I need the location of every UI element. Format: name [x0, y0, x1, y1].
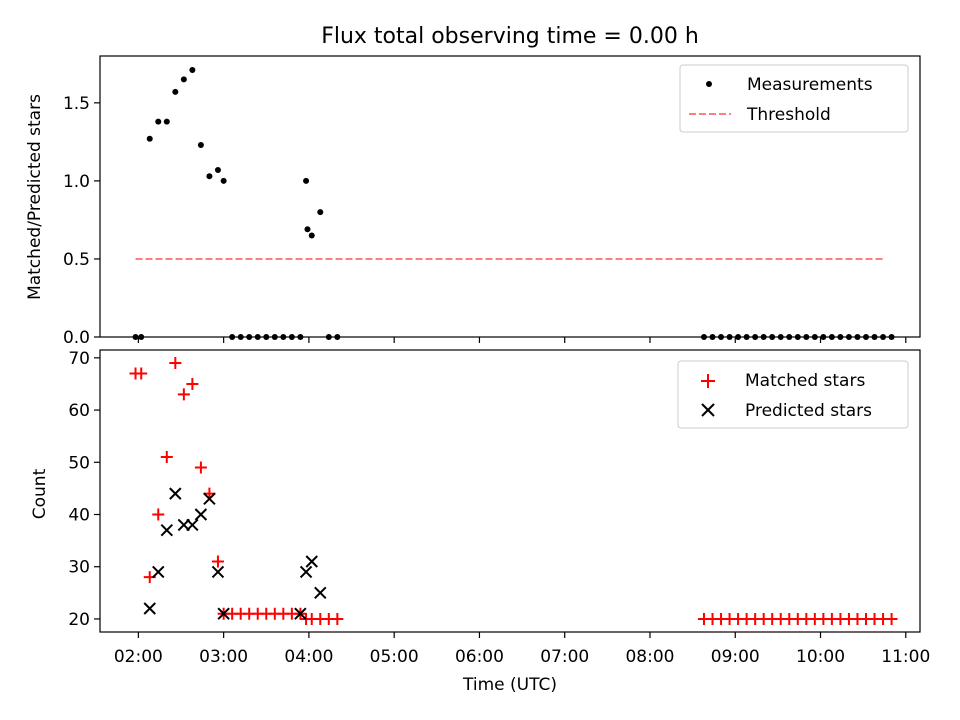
measurement-point: [206, 173, 213, 180]
bottom-x-tick-label: 03:00: [199, 647, 248, 667]
matched-star-point: [211, 555, 224, 568]
matched-star-point: [186, 377, 199, 390]
legend-matched-label: Matched stars: [745, 371, 865, 391]
bottom-x-tick-label: 04:00: [284, 647, 333, 667]
bottom-panel-counts: 20 30 40 50 60 70 02:00 03:00 04:00 05:00 06:00 07:…: [30, 349, 930, 695]
matched-star-point: [177, 388, 190, 401]
bottom-axes-ticks: 20 30 40 50 60 70 02:00 03:00 04:00 05:00 06:00 07:…: [68, 349, 930, 667]
bottom-y-tick-label: 70: [68, 349, 90, 369]
bottom-x-tick-label: 06:00: [455, 647, 504, 667]
bottom-x-tick-label: 07:00: [540, 647, 589, 667]
bottom-y-tick-label: 40: [68, 506, 90, 526]
measurement-point: [172, 88, 179, 95]
bottom-axes-frame: [99, 349, 921, 633]
bottom-y-axis-label: Count: [30, 468, 50, 519]
measurement-point: [308, 232, 315, 239]
predicted-star-point: [160, 523, 174, 537]
measurement-point: [180, 76, 187, 83]
predicted-star-point: [143, 602, 156, 615]
predicted-star-point: [169, 487, 182, 500]
predicted-star-point: [314, 586, 327, 600]
top-axes-frame: [99, 55, 921, 338]
predicted-star-point: [152, 565, 165, 579]
measurement-point: [220, 177, 227, 184]
measurement-point: [189, 67, 196, 74]
measurement-point: [214, 166, 221, 173]
bottom-x-tick-label: 02:00: [114, 647, 163, 667]
bottom-y-tick-label: 30: [68, 558, 90, 578]
matched-star-point: [152, 508, 165, 521]
matched-star-point: [169, 357, 182, 370]
top-y-tick-label: 1.0: [63, 172, 90, 192]
bottom-x-tick-label: 11:00: [881, 647, 930, 667]
top-y-tick-label: 1.5: [63, 94, 90, 114]
matched-star-point: [194, 461, 207, 474]
measurement-point: [303, 177, 310, 184]
x-axis-label: Time (UTC): [462, 675, 557, 695]
legend-matched-marker: [701, 374, 715, 388]
legend-measurements-marker: [706, 81, 712, 87]
measurement-point: [146, 135, 153, 142]
legend-threshold-label: Threshold: [746, 105, 831, 125]
top-y-axis-label: Matched/Predicted stars: [25, 94, 45, 300]
predicted-star-point: [203, 492, 216, 506]
predicted-star-point: [294, 607, 307, 620]
bottom-y-tick-label: 50: [68, 453, 90, 473]
measurement-point: [317, 209, 324, 216]
top-y-tick-label: 0.5: [63, 250, 90, 270]
bottom-x-tick-label: 08:00: [625, 647, 674, 667]
matched-star-point: [135, 367, 148, 380]
measurement-point: [197, 141, 204, 148]
predicted-star-point: [217, 607, 230, 620]
predicted-star-point: [211, 565, 225, 579]
predicted-star-point: [305, 555, 318, 568]
predicted-star-point: [186, 518, 199, 532]
figure-title: Flux total observing time = 0.00 h: [321, 24, 699, 49]
bottom-x-tick-label: 10:00: [796, 647, 845, 667]
predicted-star-point: [194, 508, 208, 521]
legend-predicted-label: Predicted stars: [745, 401, 872, 421]
top-legend: Measurements Threshold: [679, 64, 909, 133]
matched-star-point: [331, 612, 344, 625]
bottom-y-tick-label: 60: [68, 401, 90, 421]
legend-predicted-marker: [701, 403, 715, 417]
top-axes-ticks: 0.0 0.5 1.0 1.5: [63, 94, 907, 348]
top-panel-ratio: 0.0 0.5 1.0 1.5 Matched/Predicted stars Mea…: [25, 55, 921, 348]
bottom-y-tick-label: 20: [68, 610, 90, 630]
bottom-plot-marks: [129, 357, 898, 625]
legend-measurements-label: Measurements: [747, 75, 873, 95]
top-plot-marks: [132, 67, 895, 340]
bottom-legend: Matched stars Predicted stars: [677, 360, 909, 429]
bottom-x-tick-label: 09:00: [711, 647, 760, 667]
measurement-point: [304, 226, 311, 233]
top-legend-box: [679, 64, 909, 133]
bottom-legend-box: [677, 360, 909, 429]
matched-star-point: [885, 612, 898, 625]
bottom-x-tick-label: 05:00: [370, 647, 419, 667]
top-y-tick-label: 0.0: [63, 328, 90, 348]
matched-star-point: [160, 451, 173, 464]
predicted-star-point: [299, 565, 313, 579]
measurement-point: [163, 118, 170, 125]
measurement-point: [155, 118, 162, 125]
